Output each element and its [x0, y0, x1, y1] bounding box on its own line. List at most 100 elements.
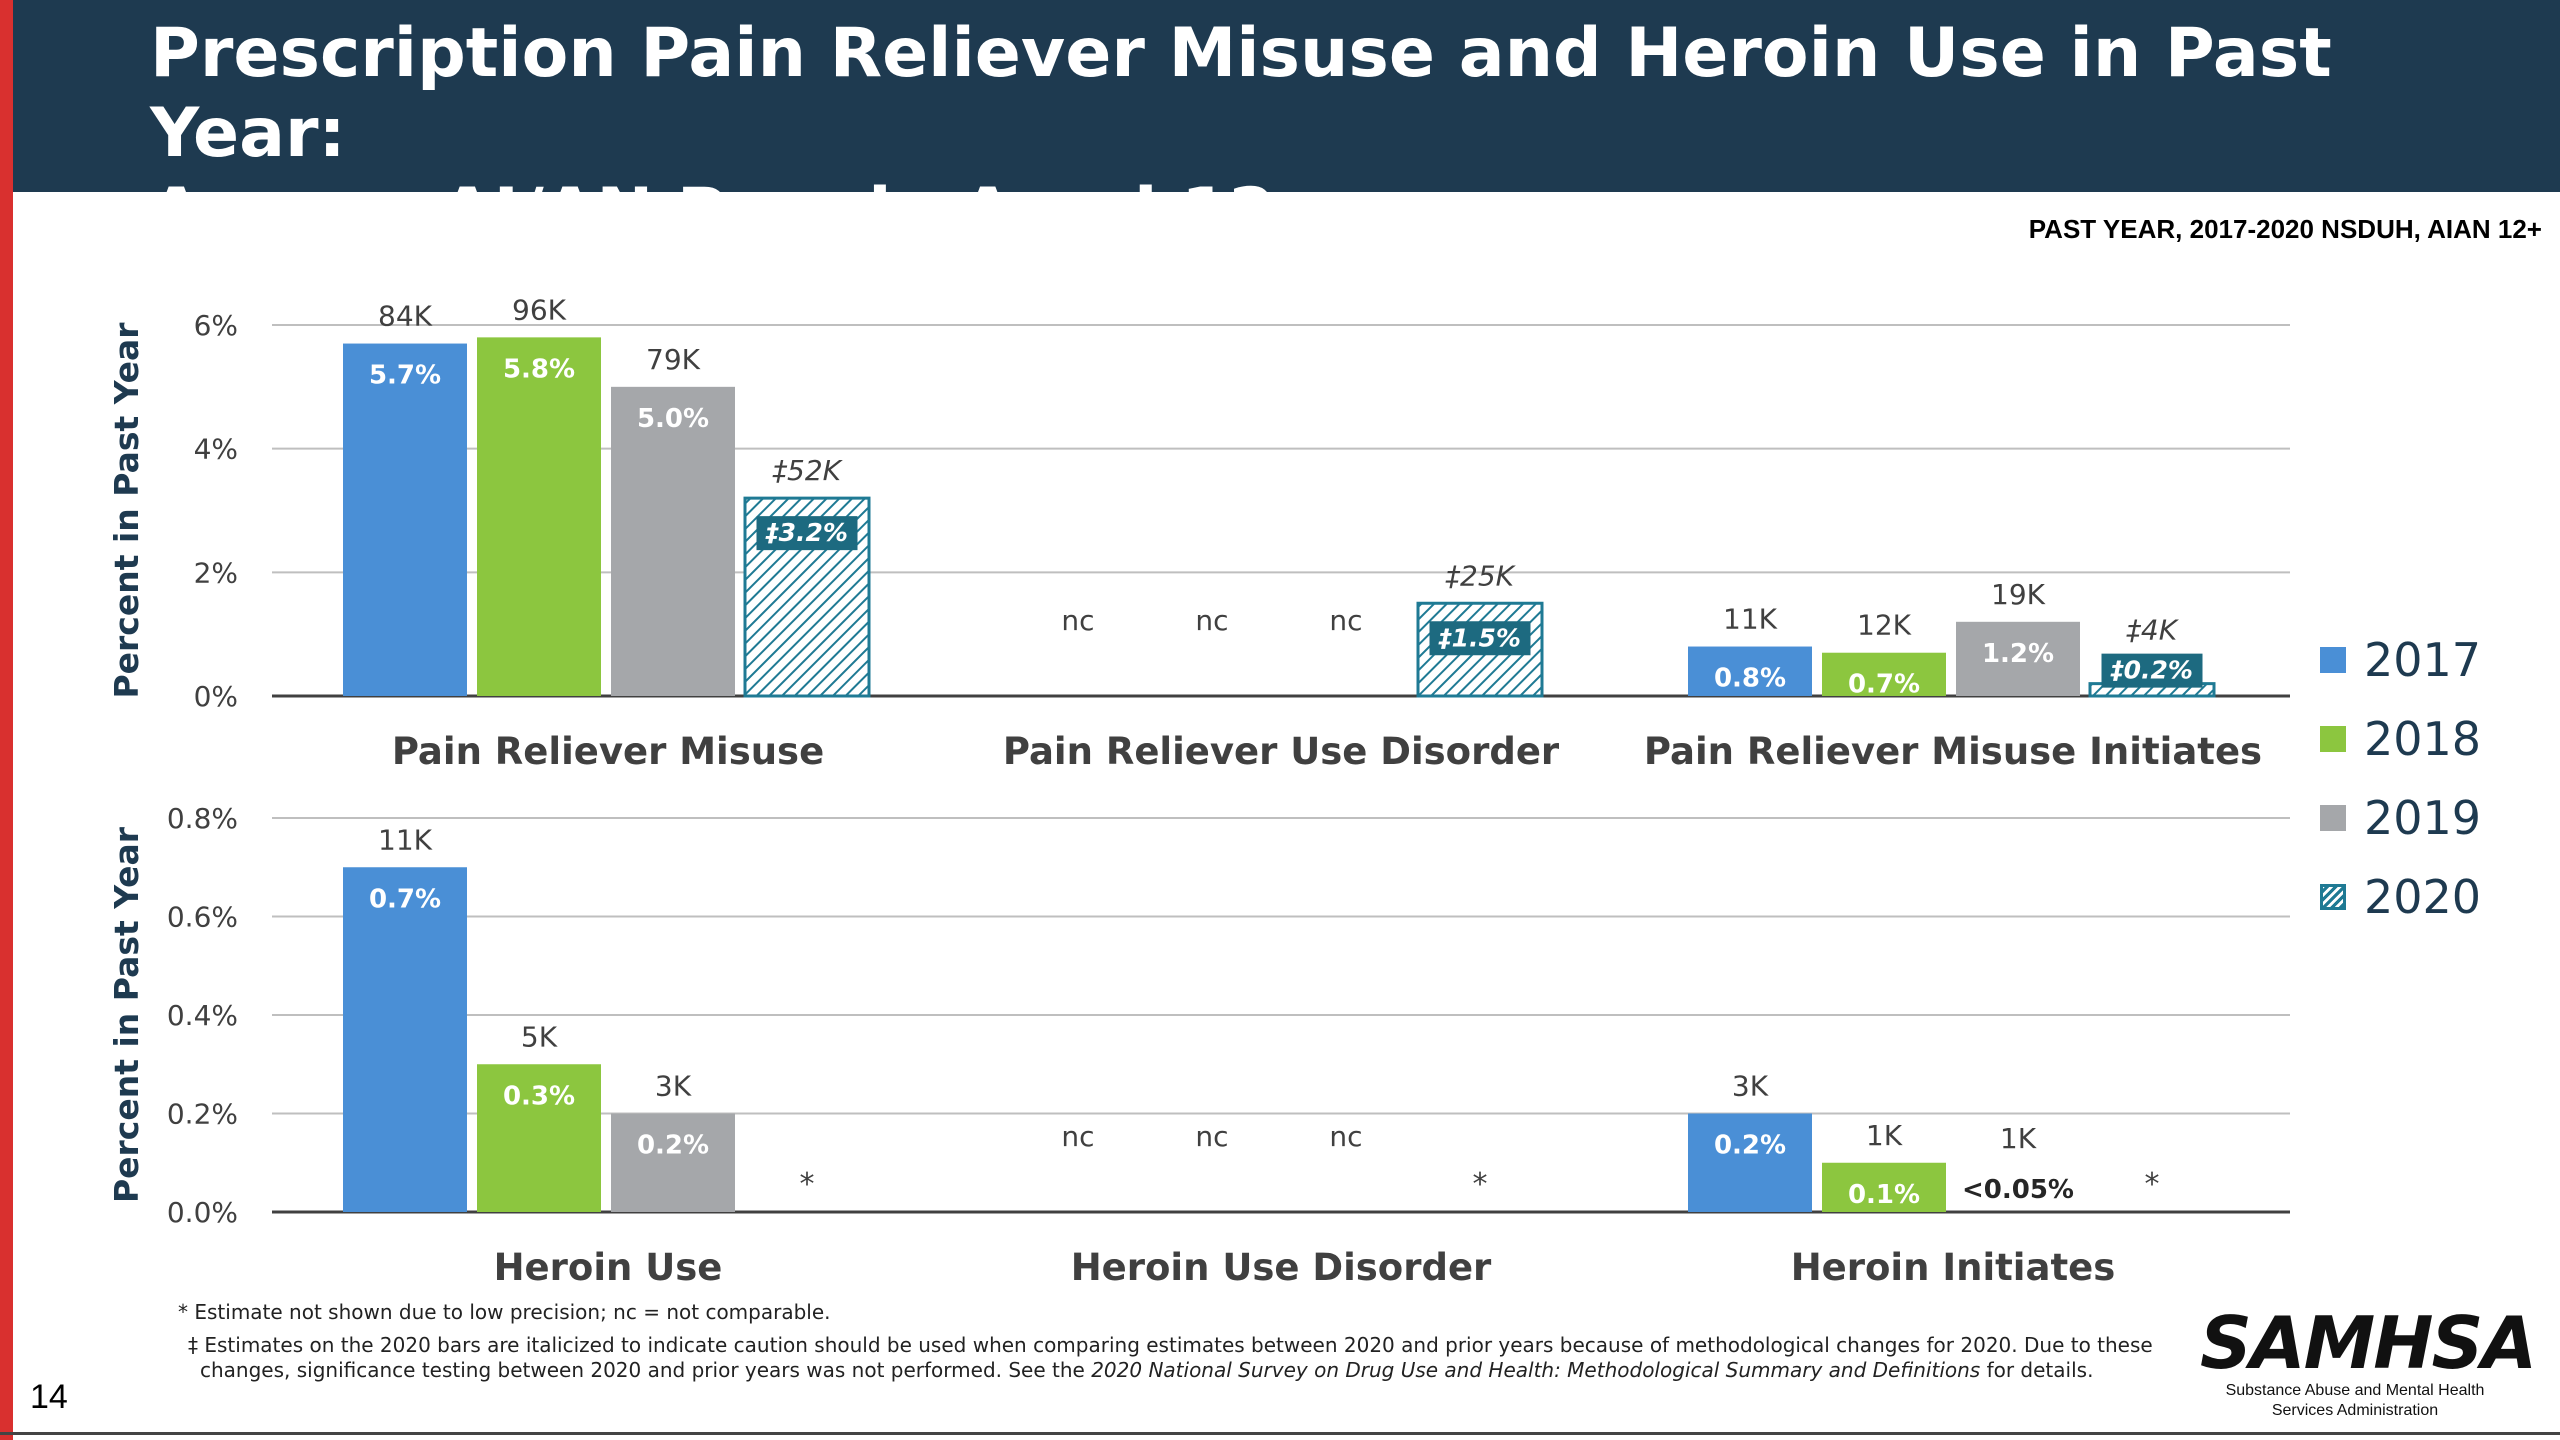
count-label: ‡52K: [772, 454, 844, 487]
y-tick-label: 0.8%: [167, 802, 238, 835]
y-tick-label: 6%: [194, 309, 238, 342]
not-comparable-label: nc: [1329, 1120, 1362, 1153]
samhsa-logo: SAMHSA Substance Abuse and Mental Health…: [2200, 1301, 2537, 1421]
count-label: 11K: [378, 823, 433, 856]
value-label-bg: [756, 516, 858, 551]
bar-2017: [1688, 646, 1812, 696]
bar-2017: [343, 343, 467, 696]
source-note: PAST YEAR, 2017-2020 NSDUH, AIAN 12+: [2028, 214, 2542, 244]
category-label: Pain Reliever Misuse Initiates: [1644, 730, 2262, 773]
bar-2019: [611, 1113, 735, 1212]
value-label: 5.8%: [503, 354, 575, 384]
logo-wordmark: SAMHSA: [2200, 1301, 2537, 1385]
count-label: 12K: [1857, 609, 1912, 642]
logo-subtitle-line-1: Substance Abuse and Mental Health: [2225, 1382, 2485, 1399]
suppressed-marker: *: [2145, 1167, 2160, 1202]
title-band: [13, 0, 2560, 192]
value-label: 0.7%: [369, 884, 441, 914]
value-label: ‡1.5%: [1438, 623, 1521, 652]
bar-2019: [1956, 621, 2080, 696]
value-label: 0.2%: [637, 1131, 709, 1161]
footnote-methodology-text: ‡ Estimates on the 2020 bars are italici…: [188, 1333, 2153, 1382]
legend: 2017 2018 2019 2020: [2320, 620, 2481, 936]
footnote-methodology: ‡ Estimates on the 2020 bars are italici…: [178, 1333, 2168, 1383]
value-label: 5.0%: [637, 404, 709, 434]
legend-label: 2017: [2364, 632, 2482, 687]
value-label: 0.7%: [1848, 670, 1920, 700]
footnote-methodology-end: for details.: [1980, 1358, 2094, 1382]
value-label: <0.05%: [1962, 1175, 2074, 1205]
count-label: 96K: [512, 293, 567, 326]
category-label: Heroin Use Disorder: [1071, 1246, 1492, 1289]
count-label: ‡4K: [2126, 614, 2180, 647]
count-label: ‡25K: [1445, 559, 1517, 592]
value-label: 0.2%: [1714, 1131, 1786, 1161]
not-comparable-label: nc: [1195, 604, 1228, 637]
value-label: 5.7%: [369, 361, 441, 391]
value-label: 0.1%: [1848, 1180, 1920, 1210]
value-label-bg: [2101, 653, 2203, 688]
footnote-precision: * Estimate not shown due to low precisio…: [178, 1300, 831, 1324]
category-label: Pain Reliever Misuse: [392, 730, 824, 773]
footnote-report-title: 2020 National Survey on Drug Use and Hea…: [1091, 1358, 1981, 1382]
y-tick-label: 2%: [194, 556, 238, 589]
legend-item-2017: 2017: [2320, 620, 2481, 699]
value-label: 0.3%: [503, 1081, 575, 1111]
count-label: 79K: [646, 343, 701, 376]
bar-2018: [1822, 1162, 1946, 1212]
legend-swatch: [2320, 883, 2346, 910]
not-comparable-label: nc: [1061, 604, 1094, 637]
category-label: Pain Reliever Use Disorder: [1003, 730, 1560, 773]
value-label: 1.2%: [1982, 639, 2054, 669]
count-label: 3K: [1732, 1070, 1769, 1103]
legend-item-2019: 2019: [2320, 778, 2481, 857]
value-label: ‡0.2%: [2110, 656, 2193, 685]
suppressed-marker: *: [800, 1167, 815, 1202]
count-label: 19K: [1991, 578, 2046, 611]
legend-label: 2019: [2364, 790, 2482, 845]
count-label: 3K: [655, 1070, 692, 1103]
count-label: 1K: [1866, 1119, 1903, 1152]
y-tick-label: 0.0%: [167, 1196, 238, 1229]
bar-2017: [1688, 1113, 1812, 1212]
logo-subtitle: Substance Abuse and Mental Health Servic…: [2200, 1381, 2510, 1421]
y-tick-label: 0.2%: [167, 1098, 238, 1131]
bar-2018: [477, 1064, 601, 1212]
not-comparable-label: nc: [1195, 1120, 1228, 1153]
value-label-bg: [1429, 621, 1531, 656]
legend-label: 2020: [2364, 869, 2482, 924]
legend-label: 2018: [2364, 711, 2482, 766]
legend-item-2020: 2020: [2320, 857, 2481, 936]
bar-2018: [477, 337, 601, 696]
legend-item-2018: 2018: [2320, 699, 2481, 778]
y-axis-title: Percent in Past Year: [107, 826, 146, 1203]
title-line-2: Among AI/AN People Aged 12+: [150, 174, 1333, 253]
y-tick-label: 0%: [194, 680, 238, 713]
count-label: 84K: [378, 300, 433, 333]
count-label: 1K: [2000, 1122, 2037, 1155]
y-axis-title: Percent in Past Year: [107, 322, 146, 699]
y-tick-label: 4%: [194, 433, 238, 466]
category-label: Heroin Initiates: [1791, 1246, 2116, 1289]
legend-swatch: [2320, 804, 2346, 831]
title-line-1: Prescription Pain Reliever Misuse and He…: [150, 14, 2332, 173]
logo-subtitle-line-2: Services Administration: [2271, 1402, 2439, 1419]
suppressed-marker: *: [1473, 1167, 1488, 1202]
bar-2019: [611, 386, 735, 696]
bottom-rule: [0, 1432, 2560, 1435]
category-label: Heroin Use: [494, 1246, 723, 1289]
not-comparable-label: nc: [1329, 604, 1362, 637]
accent-stripe: [0, 0, 13, 1440]
y-tick-label: 0.4%: [167, 999, 238, 1032]
bar-2017: [343, 867, 467, 1212]
y-tick-label: 0.6%: [167, 901, 238, 934]
count-label: 5K: [521, 1020, 558, 1053]
slide-title: Prescription Pain Reliever Misuse and He…: [150, 14, 2500, 254]
value-label: 0.8%: [1714, 664, 1786, 694]
not-comparable-label: nc: [1061, 1120, 1094, 1153]
legend-swatch: [2320, 646, 2346, 673]
bar-2018: [1822, 652, 1946, 696]
footnotes: * Estimate not shown due to low precisio…: [178, 1300, 2168, 1391]
legend-swatch: [2320, 725, 2346, 752]
